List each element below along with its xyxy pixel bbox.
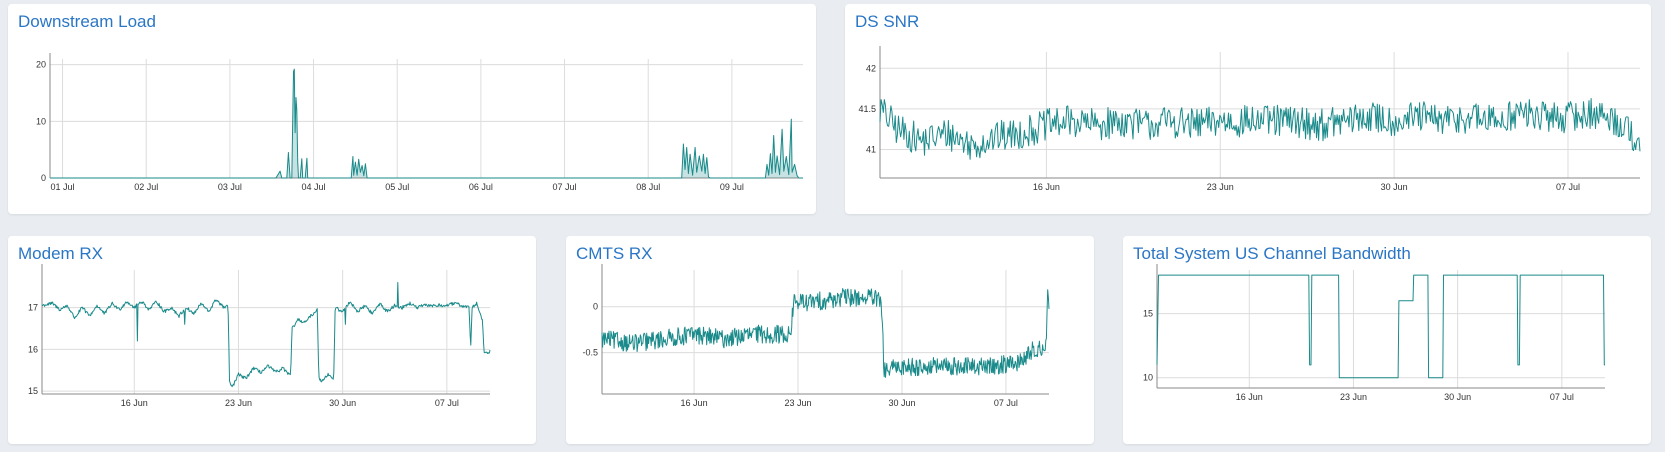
y-tick-label: 10 (1143, 373, 1153, 383)
x-tick-label: 01 Jul (51, 182, 75, 192)
x-tick-label: 16 Jun (1033, 182, 1060, 192)
x-tick-label: 04 Jul (302, 182, 326, 192)
x-tick-label: 07 Jul (1550, 392, 1574, 402)
x-tick-label: 08 Jul (636, 182, 660, 192)
series-line (42, 283, 490, 387)
x-tick-label: 03 Jul (218, 182, 242, 192)
y-tick-label: 16 (28, 344, 38, 354)
x-tick-label: 07 Jul (994, 398, 1018, 408)
x-tick-label: 09 Jul (720, 182, 744, 192)
downstream-load-chart: 01 Jul 02 Jul 03 Jul 04 Jul 05 Jul 06 Jul 07 J… (8, 4, 816, 214)
series-area (50, 69, 803, 178)
x-tick-label: 06 Jul (469, 182, 493, 192)
x-tick-label: 30 Jun (329, 398, 356, 408)
x-tick-label: 30 Jun (888, 398, 915, 408)
x-tick-label: 30 Jun (1381, 182, 1408, 192)
x-tick-label: 30 Jun (1444, 392, 1471, 402)
x-tick-label: 16 Jun (1236, 392, 1263, 402)
ds-snr-panel: DS SNR 16 Jun 23 Jun 30 Jun 07 Jul 41 41.5 42 (845, 4, 1651, 214)
y-tick-label: 15 (28, 386, 38, 396)
y-tick-label: 15 (1143, 309, 1153, 319)
y-tick-label: 0 (41, 173, 46, 183)
us-channel-bandwidth-chart: 16 Jun 23 Jun 30 Jun 07 Jul 10 15 (1123, 236, 1651, 444)
modem-rx-panel: Modem RX 16 Jun 23 Jun 30 Jun 07 Jul 15 16 17 (8, 236, 536, 444)
y-tick-label: 20 (36, 60, 46, 70)
x-tick-label: 02 Jul (134, 182, 158, 192)
series-line (880, 99, 1640, 160)
cmts-rx-panel: CMTS RX 16 Jun 23 Jun 30 Jun 07 Jul -0.5 0 (566, 236, 1094, 444)
y-tick-label: -0.5 (582, 348, 598, 358)
series-line (1157, 275, 1605, 378)
x-tick-label: 23 Jun (225, 398, 252, 408)
x-tick-label: 23 Jun (1207, 182, 1234, 192)
cmts-rx-chart: 16 Jun 23 Jun 30 Jun 07 Jul -0.5 0 (566, 236, 1094, 444)
ds-snr-chart: 16 Jun 23 Jun 30 Jun 07 Jul 41 41.5 42 (845, 4, 1651, 214)
downstream-load-panel: Downstream Load 01 Jul 02 Jul 03 Jul 04 Jul… (8, 4, 816, 214)
y-tick-label: 10 (36, 116, 46, 126)
y-tick-label: 41.5 (858, 104, 876, 114)
x-tick-label: 16 Jun (121, 398, 148, 408)
x-tick-label: 07 Jul (435, 398, 459, 408)
x-tick-label: 07 Jul (1556, 182, 1580, 192)
y-tick-label: 17 (28, 303, 38, 313)
x-tick-label: 07 Jul (553, 182, 577, 192)
modem-rx-chart: 16 Jun 23 Jun 30 Jun 07 Jul 15 16 17 (8, 236, 536, 444)
x-tick-label: 16 Jun (681, 398, 708, 408)
y-tick-label: 42 (866, 63, 876, 73)
y-tick-label: 41 (866, 145, 876, 155)
x-tick-label: 23 Jun (785, 398, 812, 408)
y-tick-label: 0 (593, 302, 598, 312)
series-line (602, 289, 1049, 378)
x-tick-label: 05 Jul (385, 182, 409, 192)
us-channel-bandwidth-panel: Total System US Channel Bandwidth 16 Jun… (1123, 236, 1651, 444)
x-tick-label: 23 Jun (1340, 392, 1367, 402)
